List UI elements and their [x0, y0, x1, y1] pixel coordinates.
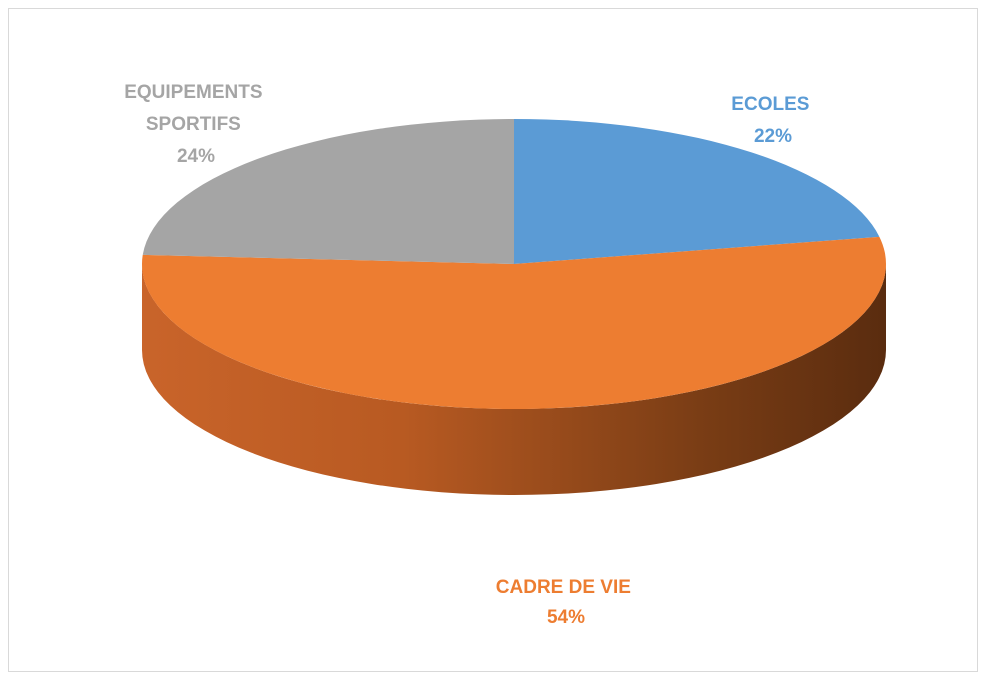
label-equipements-line1: EQUIPEMENTS [124, 82, 262, 103]
label-ecoles-name: ECOLES [731, 94, 809, 115]
slice-equipements-sportifs [142, 119, 515, 264]
pie-side-wall [142, 264, 886, 495]
slice-label-equipements: EQUIPEMENTS SPORTIFS 24% [124, 82, 268, 167]
label-ecoles-pct: 22% [754, 126, 792, 147]
label-equipements-pct: 24% [177, 146, 215, 167]
label-cadre-pct: 54% [547, 607, 585, 628]
label-equipements-line2: SPORTIFS [146, 114, 241, 135]
slice-label-ecoles: ECOLES 22% [731, 94, 814, 147]
slice-cadre-de-vie [141, 236, 886, 409]
slice-ecoles [514, 119, 880, 264]
label-cadre-name: CADRE DE VIE [496, 577, 631, 598]
slice-label-cadre-de-vie: CADRE DE VIE 54% [496, 577, 636, 628]
